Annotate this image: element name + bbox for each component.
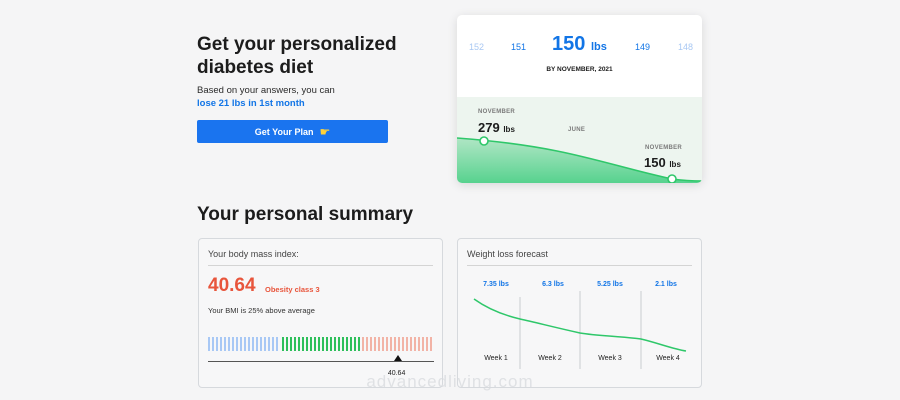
target-weight-value: 150	[552, 33, 586, 55]
bmi-marker-icon	[393, 355, 402, 361]
start-weight: 279 lbs	[478, 120, 515, 135]
bmi-class-label: Obesity class 3	[265, 285, 320, 294]
scale-number: 152	[469, 42, 485, 52]
end-weight-point	[667, 174, 677, 183]
forecast-week-label: Week 2	[538, 355, 562, 362]
start-weight-value: 279	[478, 120, 500, 135]
start-month-label: NOVEMBER	[478, 109, 516, 115]
bmi-marker-value: 40.64	[387, 370, 406, 377]
weight-goal-card: 152 151 150 lbs 149 148 BY NOVEMBER, 202…	[457, 15, 702, 183]
hero-subtitle-text: Based on your answers, you can	[197, 85, 335, 96]
get-plan-button-label: Get Your Plan	[254, 126, 314, 137]
bmi-segment-overweight	[362, 337, 434, 351]
bmi-scale-bar	[208, 337, 434, 351]
target-weight-unit: lbs	[590, 41, 607, 53]
forecast-line	[473, 298, 687, 352]
bmi-card-title: Your body mass index:	[208, 249, 299, 259]
hero-subtitle: Based on your answers, you can lose 21 l…	[197, 84, 397, 110]
hero-title: Get your personalized diabetes diet	[197, 34, 397, 78]
forecast-loss-label: 2.1 lbs	[655, 281, 677, 288]
bmi-segment-underweight	[208, 337, 280, 351]
start-weight-point	[479, 136, 489, 146]
bmi-note: Your BMI is 25% above average	[208, 306, 315, 315]
scale-number: 148	[678, 42, 694, 52]
start-weight-unit: lbs	[503, 125, 515, 134]
bmi-segment-normal	[282, 337, 360, 351]
bmi-scale-axis	[208, 361, 434, 362]
bmi-card: Your body mass index: 40.64 Obesity clas…	[198, 238, 443, 388]
target-date-label: BY NOVEMBER, 2021	[546, 66, 613, 73]
forecast-week-label: Week 4	[656, 355, 680, 362]
forecast-card-title: Weight loss forecast	[467, 249, 548, 259]
end-month-label: NOVEMBER	[645, 145, 683, 151]
end-weight-unit: lbs	[669, 160, 681, 169]
scale-number: 149	[635, 42, 651, 52]
get-plan-button[interactable]: Get Your Plan ☛	[197, 120, 388, 143]
forecast-week-label: Week 3	[598, 355, 622, 362]
forecast-card: Weight loss forecast 7.35 lbs 6.3 lbs 5.…	[457, 238, 702, 388]
mid-month-label: JUNE	[568, 127, 586, 133]
summary-title: Your personal summary	[197, 204, 414, 225]
end-weight-value: 150	[644, 155, 666, 170]
weight-graph: NOVEMBER 279 lbs JUNE NOVEMBER 150 lbs	[457, 97, 702, 183]
hero-highlight: lose 21 lbs in 1st month	[197, 98, 305, 109]
end-weight: 150 lbs	[644, 155, 681, 170]
watermark: advancedliving.com	[366, 372, 534, 391]
target-weight: 150 lbs	[552, 33, 607, 56]
forecast-loss-label: 5.25 lbs	[597, 281, 623, 288]
divider	[208, 265, 433, 266]
weight-curve-svg	[457, 136, 702, 183]
forecast-week-label: Week 1	[484, 355, 508, 362]
divider	[467, 265, 692, 266]
weight-curve-line	[457, 137, 702, 182]
scale-number: 151	[511, 42, 527, 52]
forecast-chart-svg	[473, 291, 687, 369]
pointing-hand-icon: ☛	[319, 124, 331, 139]
weight-scale: 152 151 150 lbs 149 148 BY NOVEMBER, 202…	[457, 15, 702, 97]
bmi-value: 40.64	[208, 275, 256, 296]
forecast-loss-label: 7.35 lbs	[483, 281, 509, 288]
forecast-loss-label: 6.3 lbs	[542, 281, 564, 288]
